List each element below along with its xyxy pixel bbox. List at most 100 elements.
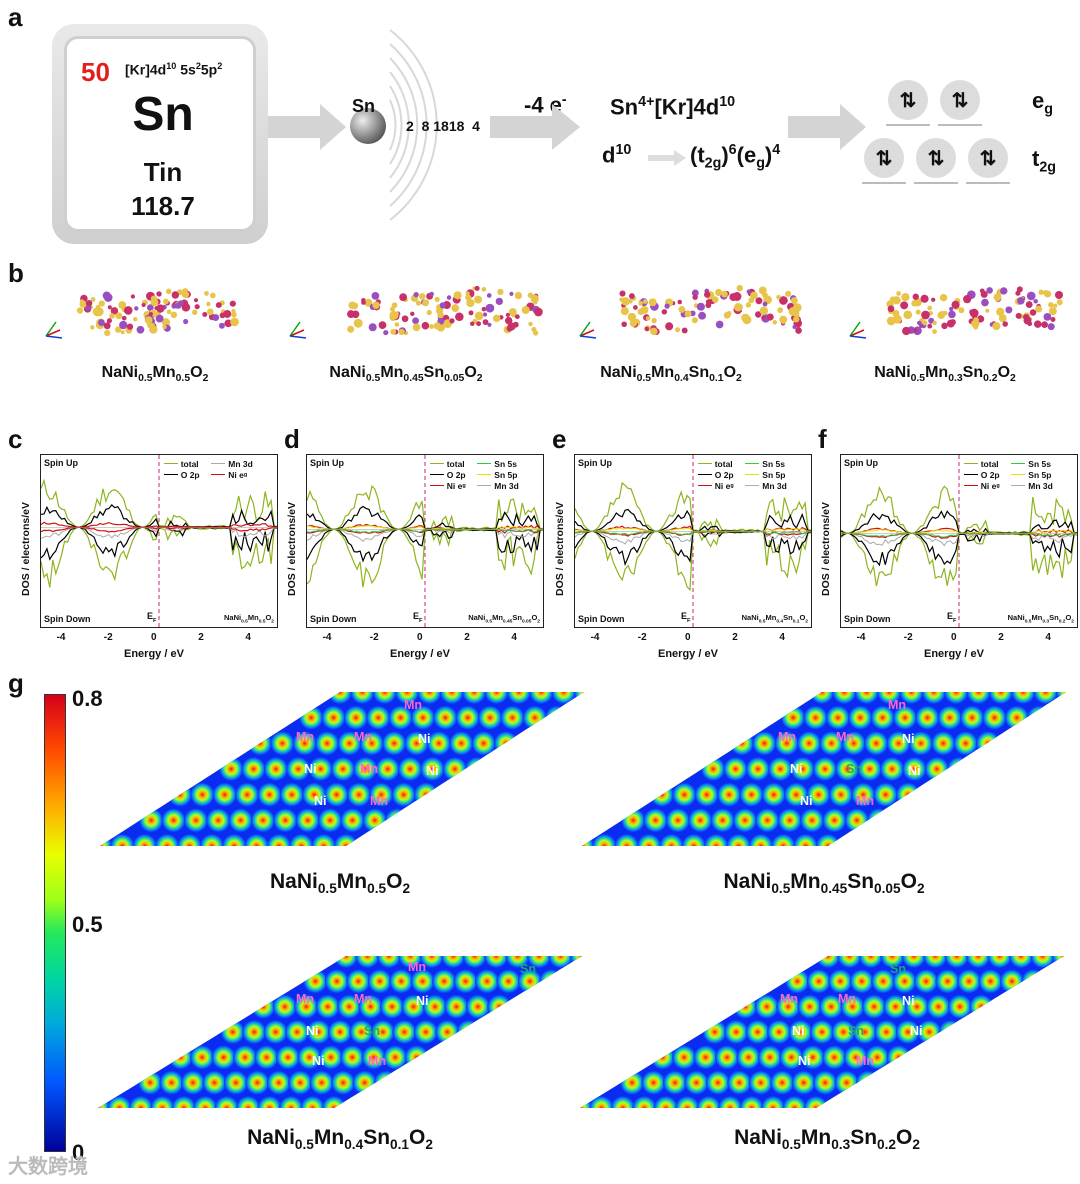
atom-label-mn: Mn <box>296 730 315 744</box>
atom-label-mn: Mn <box>354 992 373 1006</box>
elf-blob <box>233 1045 258 1070</box>
elf-blob <box>346 782 371 807</box>
elf-blob <box>190 1045 215 1070</box>
elf-blob <box>755 808 780 833</box>
elf-blob <box>856 1070 881 1095</box>
structure-atom <box>170 311 178 319</box>
structure-atom <box>437 311 444 319</box>
elf-blob <box>739 1096 764 1108</box>
structure-atom <box>528 321 533 327</box>
elf-blob <box>819 731 844 756</box>
elf-blob <box>300 1096 325 1108</box>
structure-atom <box>532 300 538 305</box>
elf-blob <box>816 956 840 968</box>
elf-blob <box>969 994 994 1019</box>
elf-blob <box>419 956 444 968</box>
atom-label-mn: Mn <box>360 762 379 776</box>
elf-blob <box>849 969 874 994</box>
elf-blob <box>904 994 929 1019</box>
x-tick-label: -2 <box>103 632 113 643</box>
legend-item: total <box>697 458 740 469</box>
elf-blob <box>442 757 467 781</box>
elf-blob <box>822 1045 847 1070</box>
elf-blob <box>976 731 1000 756</box>
elf-blob <box>361 1045 386 1070</box>
elf-blob <box>771 834 796 846</box>
elf-blob <box>1027 705 1052 730</box>
elf-blob <box>331 1070 356 1095</box>
atom-label-mn: Mn <box>354 730 373 744</box>
elf-blob <box>819 994 844 1019</box>
spin-up-label: Spin Up <box>44 458 78 468</box>
elf-blob <box>315 731 340 756</box>
elf-blob <box>299 705 324 730</box>
structure-atom <box>422 299 430 307</box>
elf-blob <box>867 808 892 833</box>
atom-label-ni: Ni <box>792 1024 805 1038</box>
elf-blob <box>484 956 509 968</box>
structure-atom <box>1033 320 1042 328</box>
structure-atom <box>514 291 523 300</box>
structure-atom <box>996 307 1005 316</box>
elf-blob <box>435 1020 460 1044</box>
structure-atom <box>642 299 648 304</box>
elf-blob <box>132 834 157 846</box>
elf-blob <box>854 692 879 704</box>
dos-legend: total Sn 5s O 2p Sn 5p Ni e g Mn 3d <box>697 458 787 491</box>
structure-atom <box>451 304 460 312</box>
dos-x-axis-label: Energy / eV <box>658 648 718 660</box>
elf-blob <box>923 956 948 968</box>
structure-atom <box>969 309 974 315</box>
elf-blob <box>953 731 978 756</box>
structure-atom <box>163 298 169 305</box>
elf-blob <box>484 692 509 704</box>
elf-blob <box>420 757 445 781</box>
structure-atom <box>715 320 724 329</box>
elf-blob <box>767 1020 792 1044</box>
elf-blob <box>730 731 754 756</box>
structure-atom <box>901 293 910 302</box>
structure-atom <box>175 302 182 309</box>
atom-label-mn: Mn <box>408 960 427 974</box>
elf-blob <box>832 692 857 704</box>
elf-blob <box>825 705 850 730</box>
structure-atom <box>79 299 85 304</box>
dos-x-axis-label: Energy / eV <box>924 648 984 660</box>
elf-blob <box>302 782 327 807</box>
elf-blob <box>675 1096 700 1108</box>
structure-atom <box>712 296 719 303</box>
elf-blob <box>915 705 940 730</box>
structure-atom <box>534 307 543 317</box>
ion-config: Sn4+[Kr]4d10 <box>610 94 736 120</box>
structure-atom <box>224 319 233 328</box>
elf-blob <box>873 782 898 807</box>
elf-blob <box>343 705 368 730</box>
legend-item: Sn 5p <box>1011 469 1053 480</box>
structure-atom <box>85 299 93 307</box>
elf-blob <box>422 994 447 1019</box>
structure-atom <box>1000 287 1008 295</box>
elf-blob <box>843 1045 868 1070</box>
elf-blob <box>340 1045 365 1070</box>
structure-atom <box>785 290 792 297</box>
arrow-right-icon <box>788 104 866 150</box>
elf-blob <box>702 1020 727 1044</box>
elf-blob <box>672 782 697 807</box>
structure-atom <box>155 314 164 323</box>
structure-atom <box>759 306 769 315</box>
elf-blob <box>376 956 401 968</box>
elf-blob <box>286 757 311 781</box>
elf-blob <box>455 705 480 730</box>
elf-blob <box>107 1096 132 1108</box>
structure-atom <box>481 306 487 312</box>
elf-blob <box>324 969 349 994</box>
colorbar <box>44 694 66 1152</box>
elf-blob <box>641 1070 666 1095</box>
ef-label: EF <box>681 611 691 624</box>
structure-atom <box>453 291 462 300</box>
structure-atom <box>949 306 954 312</box>
elf-blob <box>892 969 917 994</box>
elf-blob <box>717 782 742 807</box>
elf-blob <box>398 956 423 968</box>
atomic-number: 50 <box>81 57 110 87</box>
